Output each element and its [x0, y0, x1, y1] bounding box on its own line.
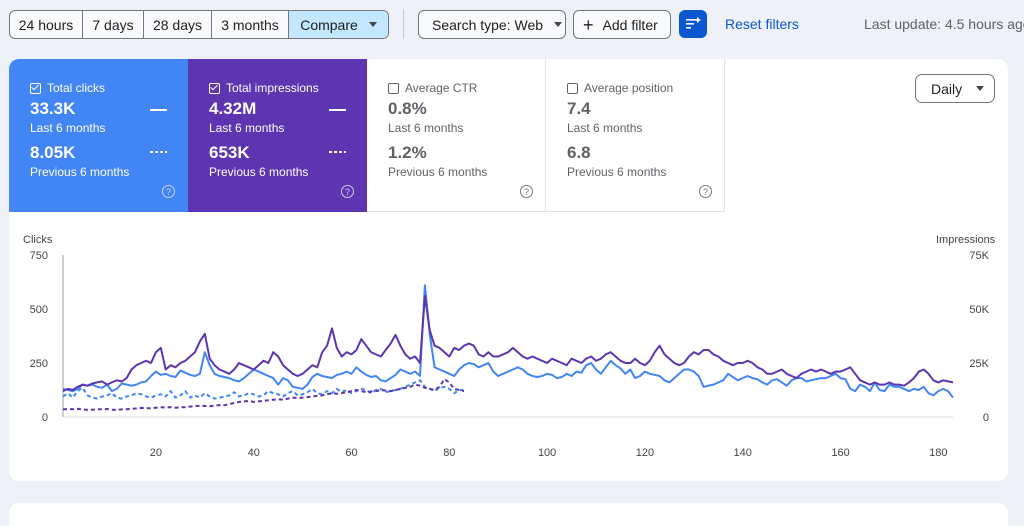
metric-current-period: Last 6 months — [30, 121, 106, 135]
last-update-text: Last update: 4.5 hours ago — [864, 16, 1024, 32]
y-tick-label-left: 0 — [42, 412, 48, 424]
metric-current-value: 0.8% — [388, 99, 427, 118]
y-tick-label-left: 500 — [30, 304, 48, 316]
granularity-label: Daily — [931, 80, 963, 97]
metric-previous-period: Previous 6 months — [30, 165, 130, 179]
x-tick-label: 100 — [538, 447, 556, 459]
y-tick-label-left: 250 — [30, 358, 48, 370]
date-range-segmented-control: 24 hours 7 days 28 days 3 months Compare — [9, 10, 389, 39]
x-tick-label: 80 — [443, 447, 455, 459]
add-filter-button[interactable]: + Add filter — [573, 10, 671, 39]
y-axis-right-title: Impressions — [936, 234, 996, 246]
metric-current-value: 33.3K — [30, 99, 76, 118]
metric-current-period: Last 6 months — [388, 121, 464, 135]
help-icon[interactable]: ? — [520, 185, 533, 198]
metric-total-impressions[interactable]: Total impressions 4.32M Last 6 months 65… — [188, 59, 367, 212]
metric-label: Average CTR — [405, 81, 478, 95]
range-7-days-button[interactable]: 7 days — [83, 11, 144, 38]
x-tick-label: 120 — [636, 447, 654, 459]
metric-previous-period: Previous 6 months — [209, 165, 309, 179]
metric-average-ctr[interactable]: Average CTR 0.8% Last 6 months 1.2% Prev… — [367, 59, 546, 212]
search-type-label: Search type: Web — [432, 16, 544, 33]
help-icon[interactable]: ? — [162, 185, 175, 198]
checkbox-checked-icon[interactable] — [30, 82, 41, 94]
metric-previous-period: Previous 6 months — [567, 165, 667, 179]
series-line-total-impressions — [62, 295, 954, 393]
toolbar-divider — [403, 9, 404, 39]
dashed-line-legend-icon — [329, 151, 346, 153]
dashed-line-legend-icon — [150, 151, 167, 153]
x-tick-label: 180 — [929, 447, 947, 459]
range-24-hours-button[interactable]: 24 hours — [10, 11, 83, 38]
metric-header: Average CTR — [388, 81, 545, 95]
metric-current-value: 7.4 — [567, 99, 591, 118]
checkbox-unchecked-icon[interactable] — [388, 82, 399, 94]
search-type-dropdown[interactable]: Search type: Web — [418, 10, 566, 39]
metric-current-period: Last 6 months — [209, 121, 285, 135]
help-icon[interactable]: ? — [699, 185, 712, 198]
series-line-impressions-previous- — [62, 378, 465, 411]
metric-label: Total clicks — [47, 81, 106, 95]
series-line-total-clicks — [62, 284, 954, 399]
performance-chart: 0 0 250 25K 500 50K 750 75K 20 40 60 80 100 120 140 160… — [30, 250, 990, 459]
checkbox-unchecked-icon[interactable] — [567, 82, 578, 94]
x-tick-label: 160 — [831, 447, 849, 459]
metric-header: Average position — [567, 81, 724, 95]
metric-average-position[interactable]: Average position 7.4 Last 6 months 6.8 P… — [546, 59, 725, 212]
metric-header: Total clicks — [30, 81, 188, 95]
metric-previous-value: 8.05K — [30, 143, 76, 162]
reset-filters-link[interactable]: Reset filters — [725, 16, 799, 32]
solid-line-legend-icon — [329, 109, 346, 111]
compare-label: Compare — [300, 16, 358, 33]
y-tick-label-right: 75K — [969, 250, 989, 262]
metric-header: Total impressions — [209, 81, 367, 95]
x-tick-label: 140 — [734, 447, 752, 459]
x-tick-label: 40 — [248, 447, 260, 459]
solid-line-legend-icon — [150, 109, 167, 111]
add-filter-label: Add filter — [602, 16, 658, 33]
metric-previous-value: 1.2% — [388, 143, 427, 162]
x-tick-label: 20 — [150, 447, 162, 459]
metric-previous-value: 653K — [209, 143, 250, 162]
y-tick-label-left: 750 — [30, 250, 48, 262]
filter-settings-button[interactable] — [679, 10, 707, 38]
performance-card: Total clicks 33.3K Last 6 months 8.05K P… — [9, 59, 1008, 481]
chevron-down-icon — [368, 22, 377, 27]
granularity-dropdown[interactable]: Daily — [915, 74, 995, 103]
metric-previous-period: Previous 6 months — [388, 165, 488, 179]
metric-previous-value: 6.8 — [567, 143, 591, 162]
metric-label: Total impressions — [226, 81, 319, 95]
y-tick-label-right: 0 — [983, 412, 989, 424]
help-icon[interactable]: ? — [341, 185, 354, 198]
x-tick-label: 60 — [345, 447, 357, 459]
chevron-down-icon — [554, 22, 563, 27]
filter-sort-icon — [686, 17, 701, 29]
checkbox-checked-icon[interactable] — [209, 82, 220, 94]
y-axis-left-title: Clicks — [23, 234, 53, 246]
metric-label: Average position — [584, 81, 674, 95]
metric-current-value: 4.32M — [209, 99, 257, 118]
secondary-card — [9, 503, 1008, 526]
metric-total-clicks[interactable]: Total clicks 33.3K Last 6 months 8.05K P… — [9, 59, 188, 212]
range-28-days-button[interactable]: 28 days — [144, 11, 212, 38]
chevron-down-icon — [976, 86, 985, 91]
range-3-months-button[interactable]: 3 months — [212, 11, 289, 38]
y-tick-label-right: 25K — [969, 358, 989, 370]
toolbar: 24 hours 7 days 28 days 3 months Compare… — [0, 0, 1024, 48]
compare-dropdown[interactable]: Compare — [289, 11, 388, 38]
metric-current-period: Last 6 months — [567, 121, 643, 135]
plus-icon: + — [583, 14, 594, 35]
y-tick-label-right: 50K — [969, 304, 989, 316]
